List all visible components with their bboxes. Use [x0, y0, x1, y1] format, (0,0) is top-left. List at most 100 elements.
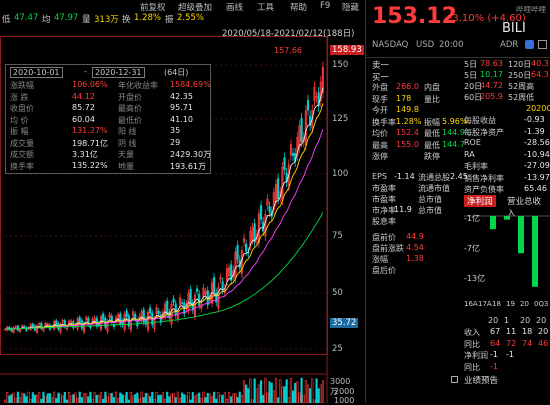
- y-tick: 75: [332, 231, 343, 241]
- candle-body: [219, 277, 222, 280]
- stats-row: 收盘价 85.72 最高价 95.71: [10, 103, 210, 114]
- fin-row-value: 20: [538, 327, 549, 336]
- volume-bar: [304, 380, 307, 403]
- stats-row: 换手率 135.22% 地量 193.61万: [10, 161, 210, 172]
- sell1-label: 卖一: [372, 61, 390, 71]
- period-label: 20日: [464, 82, 483, 91]
- menu-item-help[interactable]: 帮助: [290, 3, 308, 13]
- volume-bar: [10, 394, 13, 403]
- stats-label: 成交额: [10, 150, 34, 159]
- fin-row-value: 18: [522, 327, 533, 336]
- volume-bar: [70, 395, 73, 403]
- volume-bar: [123, 395, 126, 403]
- days-label: (64日): [164, 68, 189, 77]
- menu-item-f9[interactable]: F9: [320, 1, 331, 11]
- volume-bar: [119, 392, 122, 403]
- chart-canvas[interactable]: [0, 26, 358, 403]
- volume-bar: [289, 377, 292, 403]
- volume-bar: [255, 388, 258, 403]
- stats-label: 涨 跌: [10, 92, 29, 102]
- year-label: 20: [520, 300, 529, 308]
- tab-net-profit[interactable]: 净利润: [464, 195, 496, 207]
- quote-row-value: 266.0: [396, 82, 419, 91]
- year-header: 20: [488, 316, 499, 325]
- candle-body: [268, 206, 271, 213]
- profit-axis-tick: -13亿: [464, 274, 486, 283]
- volume-bar: [80, 397, 83, 403]
- menu-item-hide[interactable]: 隐藏: [342, 3, 360, 13]
- volume-bar: [57, 392, 60, 403]
- stats-row: 成交量 198.71亿阴 线 29: [10, 138, 210, 149]
- volume-bar: [59, 394, 62, 403]
- volume-bar: [146, 393, 150, 403]
- volume-bar: [151, 391, 154, 403]
- low-label: 低: [2, 15, 11, 25]
- volume-bar: [202, 391, 205, 403]
- finance-label: 资产负债率: [464, 185, 504, 194]
- menu-item-fq[interactable]: 前复权: [140, 3, 166, 13]
- candle-body: [142, 309, 145, 323]
- ma60-line: [4, 212, 324, 330]
- period-value: 40.3: [531, 59, 549, 68]
- date-to-field[interactable]: 2020-12-31: [92, 67, 145, 78]
- finance-label: 每股净资产: [464, 127, 504, 137]
- y-tick: 25: [332, 344, 343, 354]
- volume-bar: [200, 397, 203, 403]
- divider: [366, 57, 550, 58]
- stats-value: 131.27%: [72, 126, 108, 135]
- candle-body: [82, 322, 86, 333]
- volume-bar: [313, 399, 316, 403]
- quote-row-label: 涨停: [372, 152, 388, 161]
- volume-bar: [181, 392, 184, 403]
- volume-bar: [166, 391, 169, 403]
- volume-bar: [48, 393, 51, 403]
- stats-label: 成交量: [10, 138, 34, 148]
- volume-bar: [285, 379, 288, 403]
- expand-icon[interactable]: [538, 40, 547, 49]
- forecast-label[interactable]: 业绩预告: [464, 376, 499, 386]
- candle-body: [102, 313, 105, 320]
- stats-row: 成交额 3.31亿 天量 2429.30万: [10, 149, 211, 160]
- stats-label: 年化收益率: [118, 81, 158, 90]
- candle-body: [253, 223, 256, 243]
- menu-item-overlay[interactable]: 超级叠加: [178, 3, 213, 13]
- period-label: 52周高: [508, 82, 535, 91]
- finance-value: -28.56: [524, 138, 550, 147]
- finance-label: 销售净利率: [464, 173, 504, 183]
- volume-bar: [234, 393, 237, 403]
- candle-body: [146, 311, 150, 330]
- menu-item-tools[interactable]: 工具: [257, 3, 275, 13]
- stats-label: 涨跌幅: [10, 81, 34, 90]
- candle-body: [172, 298, 175, 303]
- date-from-field[interactable]: 2020-10-01: [10, 67, 63, 78]
- premarket-label: 盘前涨跌: [372, 244, 404, 253]
- volume-bar: [138, 397, 141, 403]
- quote-time: 20:00: [439, 40, 464, 50]
- volume-bar: [174, 397, 177, 403]
- candle-body: [46, 323, 49, 325]
- volume-bar: [185, 395, 188, 403]
- volume-bar: [85, 393, 88, 403]
- amp-value: 2.55%: [177, 13, 205, 23]
- candle-body: [119, 313, 122, 325]
- candle-body: [181, 302, 184, 304]
- premarket-label: 盘前价: [372, 233, 396, 242]
- volume-bar: [253, 378, 256, 403]
- volume-bar: [277, 397, 280, 403]
- stats-label: 开盘价: [118, 92, 142, 102]
- menu-item-draw[interactable]: 画线: [226, 3, 244, 13]
- candle-body: [257, 213, 260, 243]
- quote-row-label: 内盘: [424, 83, 440, 92]
- volume-bar: [249, 378, 252, 403]
- candle-body: [236, 244, 239, 260]
- volume-bar: [12, 392, 15, 403]
- tab-revenue[interactable]: 营业总收入: [507, 197, 542, 219]
- profit-axis-tick: -1亿: [464, 214, 480, 223]
- candle-body: [42, 328, 45, 331]
- candlestick-chart[interactable]: 2020/05/18-2021/02/12(188日) 157.66 158.9…: [0, 26, 364, 405]
- volume-bar: [236, 397, 239, 403]
- fin-row-value: -1: [490, 361, 498, 371]
- candle-body: [18, 329, 22, 333]
- metric-label: 流通市值: [418, 184, 450, 193]
- volume-bar: [114, 391, 118, 403]
